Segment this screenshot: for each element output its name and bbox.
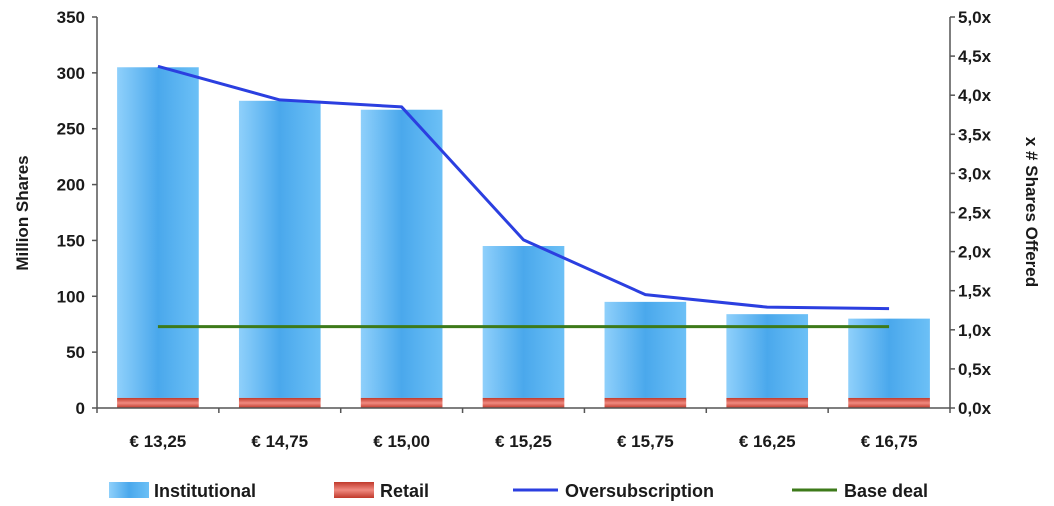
y-axis-title: Million Shares: [13, 155, 32, 270]
bars-layer: [117, 67, 930, 408]
bar-institutional: [117, 67, 199, 398]
legend-label-oversubscription: Oversubscription: [565, 481, 714, 501]
x-tick-label: € 16,75: [861, 432, 918, 451]
legend-label-institutional: Institutional: [154, 481, 256, 501]
y2-tick-label: 2,5x: [958, 204, 992, 223]
legend-swatch-retail: [334, 482, 374, 498]
left-axis-ticks: 0 50 100 150 200 250 300 350: [57, 8, 97, 418]
legend-item-institutional: Institutional: [109, 481, 256, 501]
y2-tick-label: 1,5x: [958, 282, 992, 301]
bar-institutional: [238, 100, 321, 398]
bar-institutional: [360, 109, 443, 398]
bar-retail: [848, 397, 930, 408]
y2-axis-title: x # Shares Offered: [1022, 137, 1041, 287]
x-tick-label: € 14,75: [251, 432, 308, 451]
legend-label-retail: Retail: [380, 481, 429, 501]
bar-retail: [482, 397, 565, 408]
right-axis-ticks: 0,0x 0,5x 1,0x 1,5x 2,0x 2,5x 3,0x 3,5x 4,0x 4,5x…: [950, 8, 992, 418]
x-tick-label: € 15,00: [373, 432, 430, 451]
y2-tick-label: 0,5x: [958, 360, 992, 379]
x-tick-label: € 13,25: [130, 432, 187, 451]
x-tick-label: € 15,75: [617, 432, 674, 451]
bar-retail: [360, 397, 443, 408]
bar-institutional: [604, 301, 687, 398]
y-tick-label: 250: [57, 120, 85, 139]
y-tick-label: 100: [57, 287, 85, 306]
legend-swatch-institutional: [109, 482, 149, 498]
y2-tick-label: 1,0x: [958, 321, 992, 340]
x-tick-label: € 16,25: [739, 432, 796, 451]
legend-label-base-deal: Base deal: [844, 481, 928, 501]
bar-institutional: [482, 246, 565, 398]
y-tick-label: 350: [57, 8, 85, 27]
bar-retail: [117, 397, 199, 408]
y2-tick-label: 4,5x: [958, 47, 992, 66]
y-tick-label: 200: [57, 176, 85, 195]
legend-item-base-deal: Base deal: [792, 481, 928, 501]
legend-item-oversubscription: Oversubscription: [513, 481, 714, 501]
x-axis-ticks: € 13,25 € 14,75 € 15,00 € 15,25 € 15,75 € 16,…: [96, 408, 951, 451]
y2-tick-label: 3,5x: [958, 125, 992, 144]
y-tick-label: 150: [57, 231, 85, 250]
y-tick-label: 0: [76, 399, 85, 418]
bar-retail: [238, 397, 321, 408]
x-tick-label: € 15,25: [495, 432, 552, 451]
y2-tick-label: 5,0x: [958, 8, 992, 27]
lines-layer: [157, 64, 890, 329]
bar-retail: [726, 397, 809, 408]
bar-institutional: [848, 318, 930, 398]
y-tick-label: 300: [57, 64, 85, 83]
y2-tick-label: 2,0x: [958, 243, 992, 262]
y2-tick-label: 3,0x: [958, 164, 992, 183]
bar-retail: [604, 397, 687, 408]
legend-item-retail: Retail: [334, 481, 429, 501]
legend: Institutional Retail Oversubscription Ba…: [109, 481, 928, 501]
y-tick-label: 50: [66, 343, 85, 362]
y2-tick-label: 0,0x: [958, 399, 992, 418]
y2-tick-label: 4,0x: [958, 86, 992, 105]
line-oversubscription: [157, 64, 890, 311]
